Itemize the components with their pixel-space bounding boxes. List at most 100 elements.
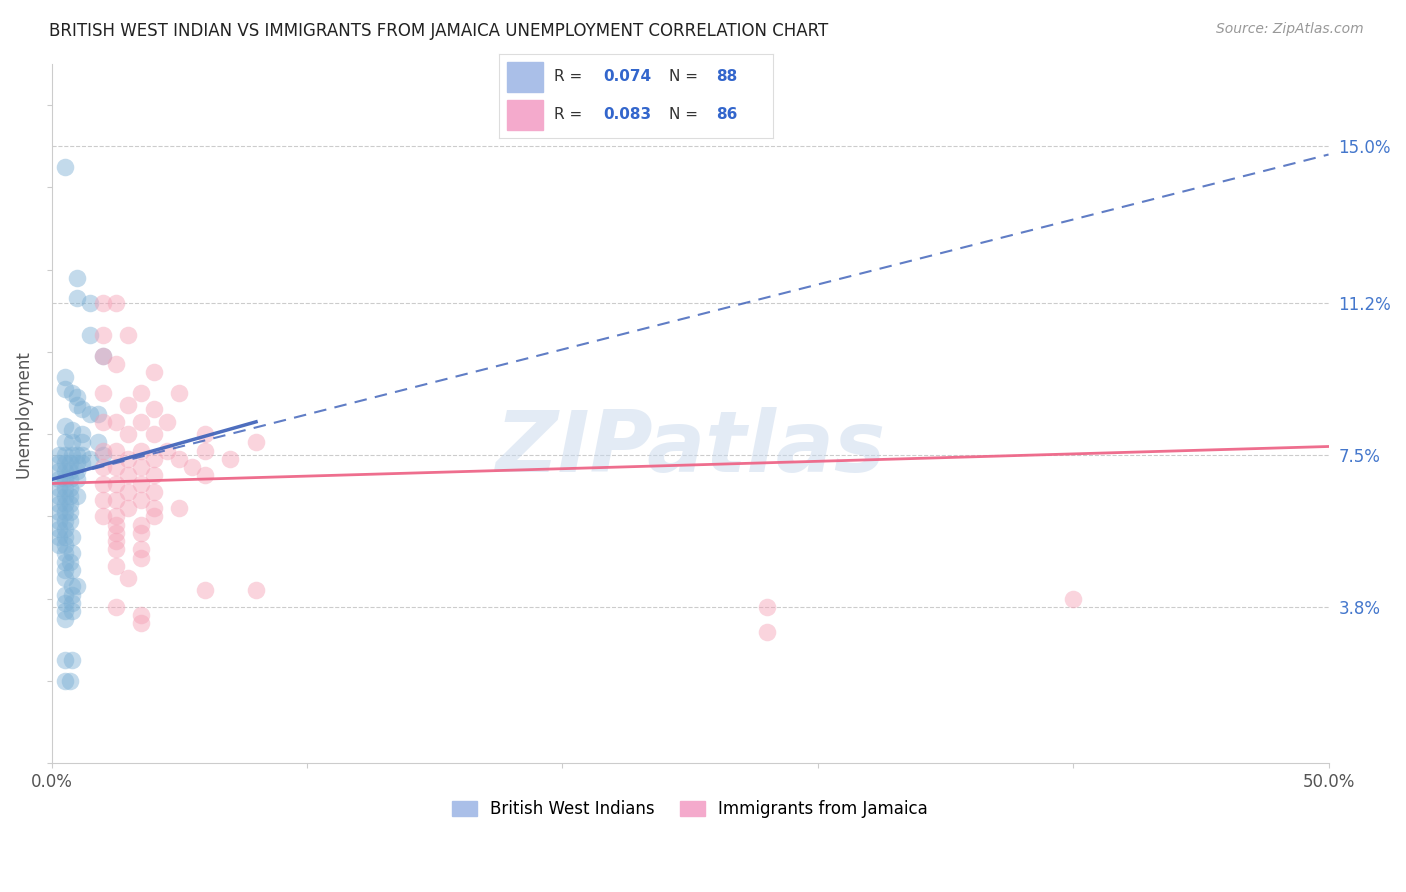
Point <box>129 616 152 631</box>
Point <box>755 624 778 639</box>
Point <box>66 271 89 285</box>
Point <box>104 534 127 549</box>
Point <box>53 489 76 503</box>
Point <box>129 460 152 475</box>
Point <box>48 481 70 495</box>
Point <box>48 497 70 511</box>
Point <box>53 546 76 560</box>
Point <box>194 443 217 458</box>
Point <box>169 386 191 401</box>
Text: R =: R = <box>554 70 588 85</box>
Point <box>129 525 152 540</box>
Point <box>53 522 76 536</box>
Point <box>129 550 152 565</box>
Point <box>104 415 127 429</box>
Point <box>91 443 114 458</box>
Point <box>53 530 76 544</box>
Point <box>66 398 89 412</box>
Point <box>91 328 114 343</box>
Text: 86: 86 <box>716 107 737 122</box>
Point <box>72 435 94 450</box>
Point <box>60 596 83 610</box>
Point <box>53 448 76 462</box>
Point <box>86 435 108 450</box>
Point <box>60 448 83 462</box>
Point <box>117 571 139 585</box>
Bar <box>508 100 543 130</box>
Point <box>91 415 114 429</box>
Point <box>53 505 76 519</box>
Point <box>91 492 114 507</box>
Point <box>66 579 89 593</box>
Text: N =: N = <box>669 107 703 122</box>
Point <box>104 509 127 524</box>
Point <box>104 558 127 573</box>
Point <box>60 604 83 618</box>
Text: Source: ZipAtlas.com: Source: ZipAtlas.com <box>1216 22 1364 37</box>
Point <box>59 464 82 478</box>
Point <box>117 328 139 343</box>
Point <box>53 538 76 552</box>
Point <box>72 402 94 417</box>
Point <box>142 501 165 516</box>
Point <box>79 328 101 343</box>
Point <box>142 451 165 466</box>
Point <box>117 427 139 442</box>
Point <box>53 673 76 688</box>
Point <box>60 546 83 560</box>
Point <box>104 517 127 532</box>
Point <box>72 456 94 470</box>
Point <box>79 451 101 466</box>
Point <box>72 427 94 442</box>
Point <box>59 481 82 495</box>
Text: 88: 88 <box>716 70 737 85</box>
Point <box>129 443 152 458</box>
Point <box>60 588 83 602</box>
Point <box>60 423 83 437</box>
Point <box>117 451 139 466</box>
Point <box>53 481 76 495</box>
Point <box>48 538 70 552</box>
Point <box>48 472 70 486</box>
Point <box>194 427 217 442</box>
Point <box>194 468 217 483</box>
Point <box>91 349 114 363</box>
Text: BRITISH WEST INDIAN VS IMMIGRANTS FROM JAMAICA UNEMPLOYMENT CORRELATION CHART: BRITISH WEST INDIAN VS IMMIGRANTS FROM J… <box>49 22 828 40</box>
Point <box>66 464 89 478</box>
Point <box>60 435 83 450</box>
Text: ZIPatlas: ZIPatlas <box>495 407 886 490</box>
Point <box>129 608 152 623</box>
Point <box>66 448 89 462</box>
Point <box>53 472 76 486</box>
Point <box>66 456 89 470</box>
Point <box>48 464 70 478</box>
Text: R =: R = <box>554 107 588 122</box>
Point <box>91 460 114 475</box>
Point <box>53 497 76 511</box>
Point <box>142 402 165 417</box>
Point <box>156 443 179 458</box>
Point <box>104 525 127 540</box>
Point <box>60 653 83 667</box>
Point <box>66 472 89 486</box>
Point <box>117 398 139 412</box>
Point <box>129 517 152 532</box>
Point <box>48 489 70 503</box>
Point <box>53 514 76 528</box>
Point <box>60 563 83 577</box>
Point <box>142 509 165 524</box>
Point <box>53 464 76 478</box>
Point <box>91 509 114 524</box>
Point <box>1062 591 1084 606</box>
Point <box>104 492 127 507</box>
Point <box>66 390 89 404</box>
Point <box>104 443 127 458</box>
Point <box>48 448 70 462</box>
Point <box>129 386 152 401</box>
Point <box>48 514 70 528</box>
Point <box>104 476 127 491</box>
Point <box>169 451 191 466</box>
Legend: British West Indians, Immigrants from Jamaica: British West Indians, Immigrants from Ja… <box>446 793 935 825</box>
Point <box>79 407 101 421</box>
Point <box>169 501 191 516</box>
